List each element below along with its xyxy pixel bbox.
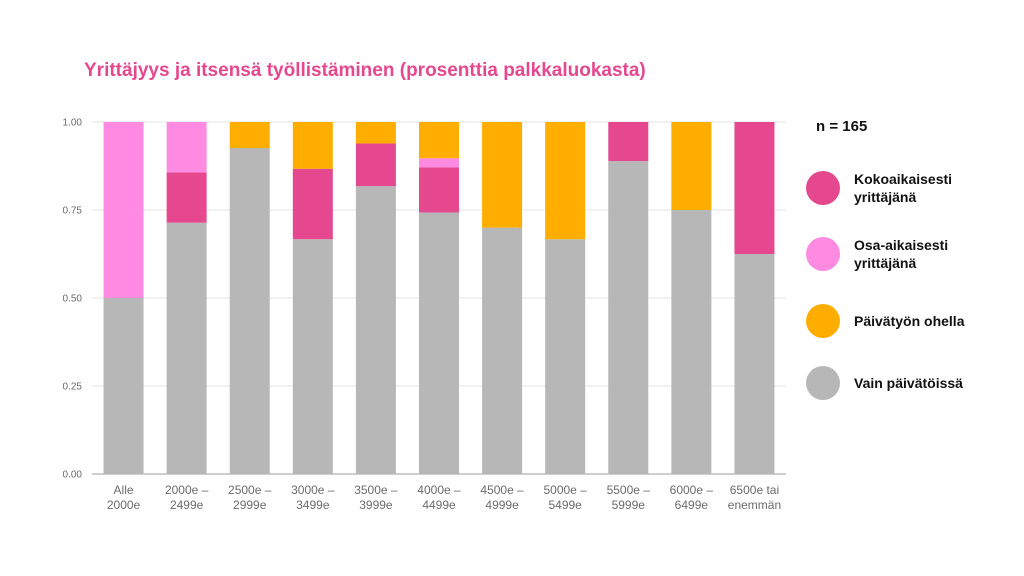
bar-segment (734, 254, 775, 474)
bar-segment (671, 210, 712, 474)
legend-label-osa-aikaisesti: Osa-aikaisesti yrittäjänä (854, 237, 949, 271)
legend-item-paivatyon-ohella: Päivätyön ohella (806, 304, 964, 338)
bar-segment (166, 172, 207, 223)
legend-label-vain-paivatoissa: Vain päivätöissä (854, 375, 963, 391)
legend-item-osa-aikaisesti: Osa-aikaisesti yrittäjänä (806, 236, 1004, 272)
x-tick-label: 5500e – (607, 483, 651, 497)
x-tick-label: enemmän (728, 498, 781, 512)
x-tick-label: 4000e – (417, 483, 461, 497)
x-tick-label: 2999e (233, 498, 267, 512)
bar-segment (292, 239, 333, 474)
bar-segment (419, 122, 459, 159)
x-tick-label: 5499e (548, 498, 582, 512)
bar-segment (608, 122, 649, 162)
x-tick-label: 6000e – (670, 483, 714, 497)
x-tick-label: 6500e tai (730, 483, 779, 497)
bar-segment (482, 227, 523, 474)
x-tick-label: 2500e – (228, 483, 272, 497)
legend-label-paivatyon-ohella: Päivätyön ohella (854, 313, 965, 329)
x-tick-label: 2499e (170, 498, 204, 512)
bar-segment (229, 122, 270, 149)
bar-segment (292, 122, 333, 169)
x-tick-label: 3499e (296, 498, 330, 512)
bar-segment (545, 239, 586, 474)
x-tick-label: 6499e (675, 498, 709, 512)
x-tick-label: 4999e (485, 498, 519, 512)
x-tick-label: 3500e – (354, 483, 398, 497)
bar-segment (166, 122, 207, 173)
x-tick-label: Alle (114, 483, 134, 497)
y-tick-label: 0.50 (63, 294, 83, 305)
bar-segment (103, 122, 144, 298)
legend-swatch-osa-aikaisesti (806, 237, 840, 271)
legend-swatch-paivatyon-ohella (806, 304, 840, 338)
bar-segment (229, 148, 270, 474)
bar-segment (355, 122, 396, 144)
bar-segment (608, 161, 649, 474)
x-tick-label: 2000e (107, 498, 141, 512)
bar-segment (355, 143, 396, 187)
y-tick-label: 1.00 (63, 118, 83, 129)
bar-segment (419, 158, 459, 168)
x-tick-label: 2000e – (165, 483, 209, 497)
y-tick-label: 0.75 (63, 206, 83, 217)
bar-segment (734, 122, 775, 254)
legend-item-kokoaikaisesti: Kokoaikaisesti yrittäjänä (806, 170, 1004, 206)
y-tick-label: 0.25 (63, 382, 83, 393)
bar-segment (482, 122, 523, 228)
chart-title: Yrittäjyys ja itsensä työllistäminen (pr… (84, 60, 646, 81)
legend-label-kokoaikaisesti: Kokoaikaisesti yrittäjänä (854, 171, 953, 205)
bar-segment (545, 122, 586, 240)
legend-swatch-vain-paivatoissa (806, 366, 840, 400)
legend-swatch-kokoaikaisesti (806, 171, 840, 205)
x-tick-label: 4499e (422, 498, 456, 512)
bar-segment (671, 122, 712, 210)
bar-segment (103, 298, 144, 474)
sample-size-label: n = 165 (816, 118, 868, 135)
y-tick-label: 0.00 (63, 470, 83, 481)
x-tick-label: 5999e (612, 498, 646, 512)
bar-segment (355, 186, 396, 474)
bar-segment (419, 212, 459, 475)
bar-segment (292, 168, 333, 240)
x-tick-label: 5000e – (543, 483, 587, 497)
bar-segment (419, 167, 459, 213)
x-tick-label: 3999e (359, 498, 393, 512)
x-tick-label: 3000e – (291, 483, 335, 497)
legend-item-vain-paivatoissa: Vain päivätöissä (806, 366, 963, 400)
x-tick-label: 4500e – (480, 483, 524, 497)
bar-segment (166, 222, 207, 474)
